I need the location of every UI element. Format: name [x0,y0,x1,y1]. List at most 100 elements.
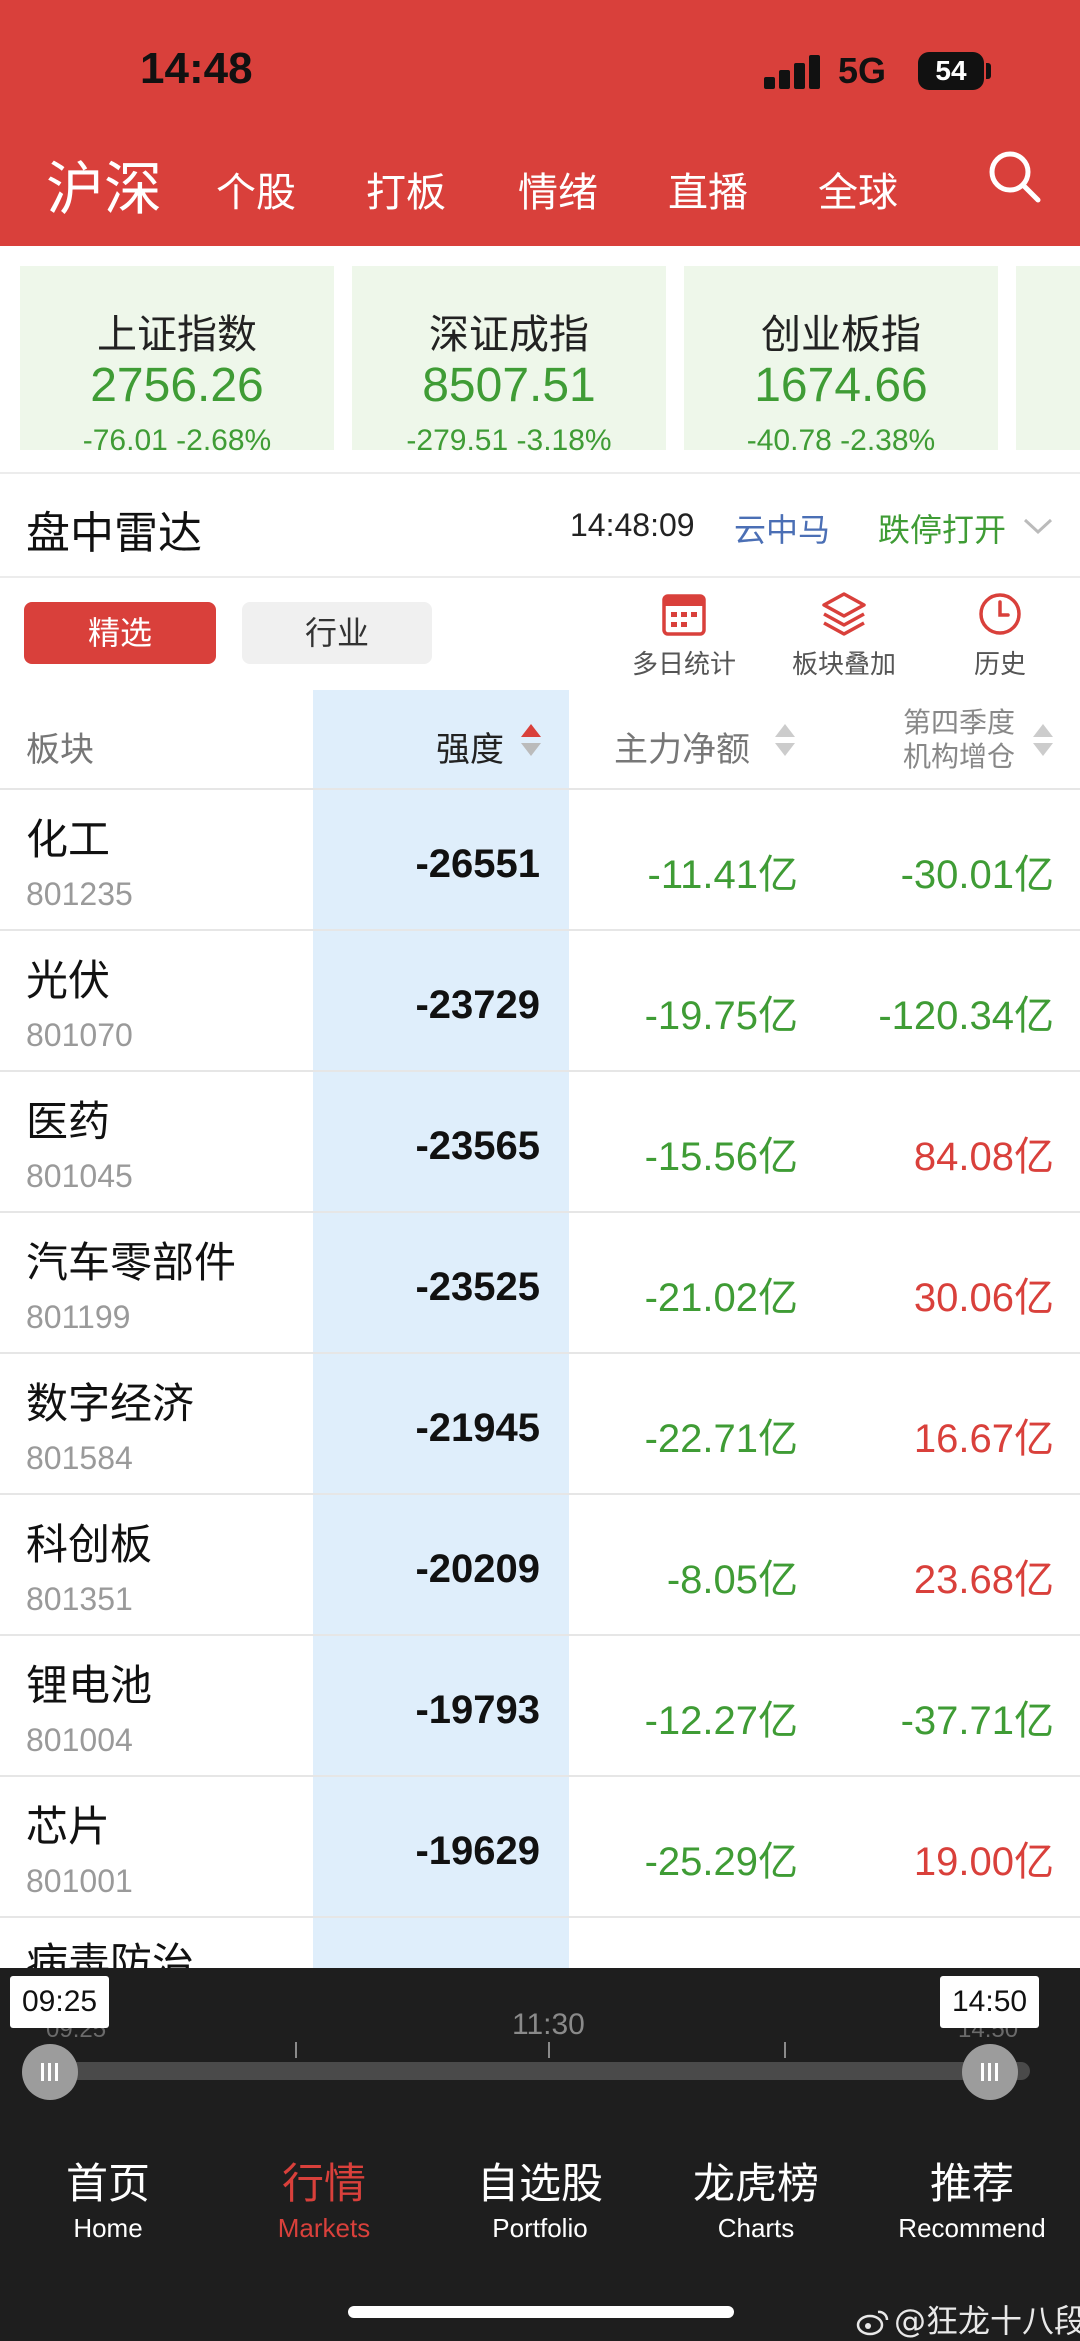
tab-label-zh: 行情 [281,2159,366,2208]
tab-label-en: Charts [717,2213,795,2243]
slider-mid-label: 11:30 [512,2008,585,2041]
sector-inst-increase: 19.00亿 [913,1840,1054,1884]
sector-code: 801001 [26,1863,133,1899]
radar-time: 14:48:09 [570,507,695,543]
home-indicator[interactable] [348,2306,734,2318]
header-strength[interactable]: 强度 [436,730,504,770]
calendar-grid-icon [662,594,706,636]
tab-home[interactable]: 首页 Home [0,2150,216,2244]
index-card-shanghai[interactable]: 上证指数 2756.26 -76.01 -2.68% [20,266,334,457]
sector-inst-increase: -120.34亿 [878,994,1054,1038]
index-card-chinext[interactable]: 创业板指 1674.66 -40.78 -2.38% [684,266,998,457]
row-divider [0,1493,1080,1495]
sector-name: 科创板 [26,1520,153,1569]
nav-tab-global[interactable]: 全球 [818,170,898,216]
nav-tab-live[interactable]: 直播 [668,170,748,216]
sector-strength: -21945 [415,1406,540,1450]
network-type: 5G [838,50,887,91]
slider-tick [784,2042,786,2058]
index-card-shenzhen[interactable]: 深证成指 8507.51 -279.51 -3.18% [352,266,666,457]
sector-inst-increase: 84.08亿 [913,1135,1054,1179]
sort-icon[interactable] [774,722,796,758]
table-row[interactable]: 汽车零部件 801199 -23525 -21.02亿 30.06亿 [0,1213,1080,1354]
nav-tab-sentiment[interactable]: 情绪 [518,170,598,216]
header-net-flow[interactable]: 主力净额 [614,730,750,770]
index-value: 2756.26 [90,359,264,412]
signal-icon [764,55,824,89]
table-row[interactable]: 化工 801235 -26551 -11.41亿 -30.01亿 [0,790,1080,931]
row-divider [0,1211,1080,1213]
table-row[interactable]: 科创板 801351 -20209 -8.05亿 23.68亿 [0,1495,1080,1636]
slider-tick [548,2042,550,2058]
slider-start-label: 09:25 [10,1976,110,2028]
divider [0,472,1080,474]
sector-name: 锂电池 [26,1661,153,1710]
header-inst-increase[interactable]: 第四季度 机构增仓 [902,706,1015,773]
table-row[interactable]: 医药 801045 -23565 -15.56亿 84.08亿 [0,1072,1080,1213]
index-cards: 上证指数 2756.26 -76.01 -2.68% 深证成指 8507.51 … [0,246,1080,472]
slider-end-handle[interactable] [962,2044,1018,2100]
weibo-icon [856,2310,889,2336]
sector-strength: -26551 [415,842,540,886]
sector-name: 化工 [26,815,111,864]
index-value: 8507.51 [422,359,596,412]
sector-net-flow: -21.02亿 [644,1276,798,1320]
bottom-tab-bar [0,2118,1080,2341]
tab-markets[interactable]: 行情 Markets [216,2150,432,2244]
multi-day-stats-button[interactable]: 多日统计 [622,590,746,681]
sector-net-flow: -11.41亿 [647,853,798,897]
sort-icon[interactable] [1032,722,1054,758]
index-name: 创业板指 [761,312,921,358]
time-slider-panel [0,1968,1080,2118]
sector-overlay-button[interactable]: 板块叠加 [782,590,906,681]
strength-column-highlight [313,690,569,1970]
time-slider-track[interactable] [40,2062,1030,2080]
radar-filter-dropdown[interactable]: 跌停打开 [878,511,1007,549]
tab-selected[interactable]: 精选 [24,602,216,664]
table-row[interactable]: 数字经济 801584 -21945 -22.71亿 16.67亿 [0,1354,1080,1495]
row-divider [0,1352,1080,1354]
battery-icon: 54 [918,52,984,90]
sector-name: 芯片 [26,1802,111,1851]
chevron-down-icon[interactable] [1022,516,1054,536]
sector-inst-increase: 16.67亿 [913,1417,1054,1461]
sector-name: 数字经济 [26,1379,195,1428]
sector-strength: -19629 [415,1829,540,1873]
tab-label-en: Markets [277,2213,371,2243]
tab-portfolio[interactable]: 自选股 Portfolio [432,2150,648,2244]
tool-label: 历史 [973,650,1026,680]
table-row[interactable]: 芯片 801001 -19629 -25.29亿 19.00亿 [0,1777,1080,1918]
sector-name: 汽车零部件 [26,1238,237,1287]
table-row[interactable]: 光伏 801070 -23729 -19.75亿 -120.34亿 [0,931,1080,1072]
history-button[interactable]: 历史 [950,590,1050,681]
sector-net-flow: -25.29亿 [644,1840,798,1884]
sector-inst-increase: 23.68亿 [913,1558,1054,1602]
nav-tab-limit-board[interactable]: 打板 [366,170,446,216]
sector-inst-increase: -37.71亿 [900,1699,1054,1743]
nav-title-hushen[interactable]: 沪深 [46,155,163,223]
sector-net-flow: -19.75亿 [644,994,798,1038]
nav-tab-stock[interactable]: 个股 [216,170,296,216]
index-change: -279.51 -3.18% [406,424,612,457]
sector-code: 801351 [26,1581,133,1617]
index-name: 深证成指 [429,312,589,358]
index-value: 1674.66 [754,359,928,412]
tab-recommend[interactable]: 推荐 Recommend [864,2150,1080,2244]
sort-desc-icon[interactable] [520,722,542,758]
sector-net-flow: -12.27亿 [644,1699,798,1743]
slider-start-handle[interactable] [22,2044,78,2100]
layers-icon [822,592,866,636]
sector-code: 801235 [26,876,133,912]
sector-strength: -19793 [415,1688,540,1732]
tab-industry[interactable]: 行业 [242,602,432,664]
sector-strength: -23565 [415,1124,540,1168]
radar-source-link[interactable]: 云中马 [734,511,831,549]
clock-icon [979,593,1021,635]
index-card-partial[interactable] [1016,266,1080,450]
row-divider [0,1634,1080,1636]
watermark: @狂龙十八段 [856,2296,1080,2341]
tab-charts[interactable]: 龙虎榜 Charts [648,2150,864,2244]
table-row[interactable]: 锂电池 801004 -19793 -12.27亿 -37.71亿 [0,1636,1080,1777]
sector-code: 801584 [26,1440,133,1476]
search-icon[interactable] [986,148,1042,204]
